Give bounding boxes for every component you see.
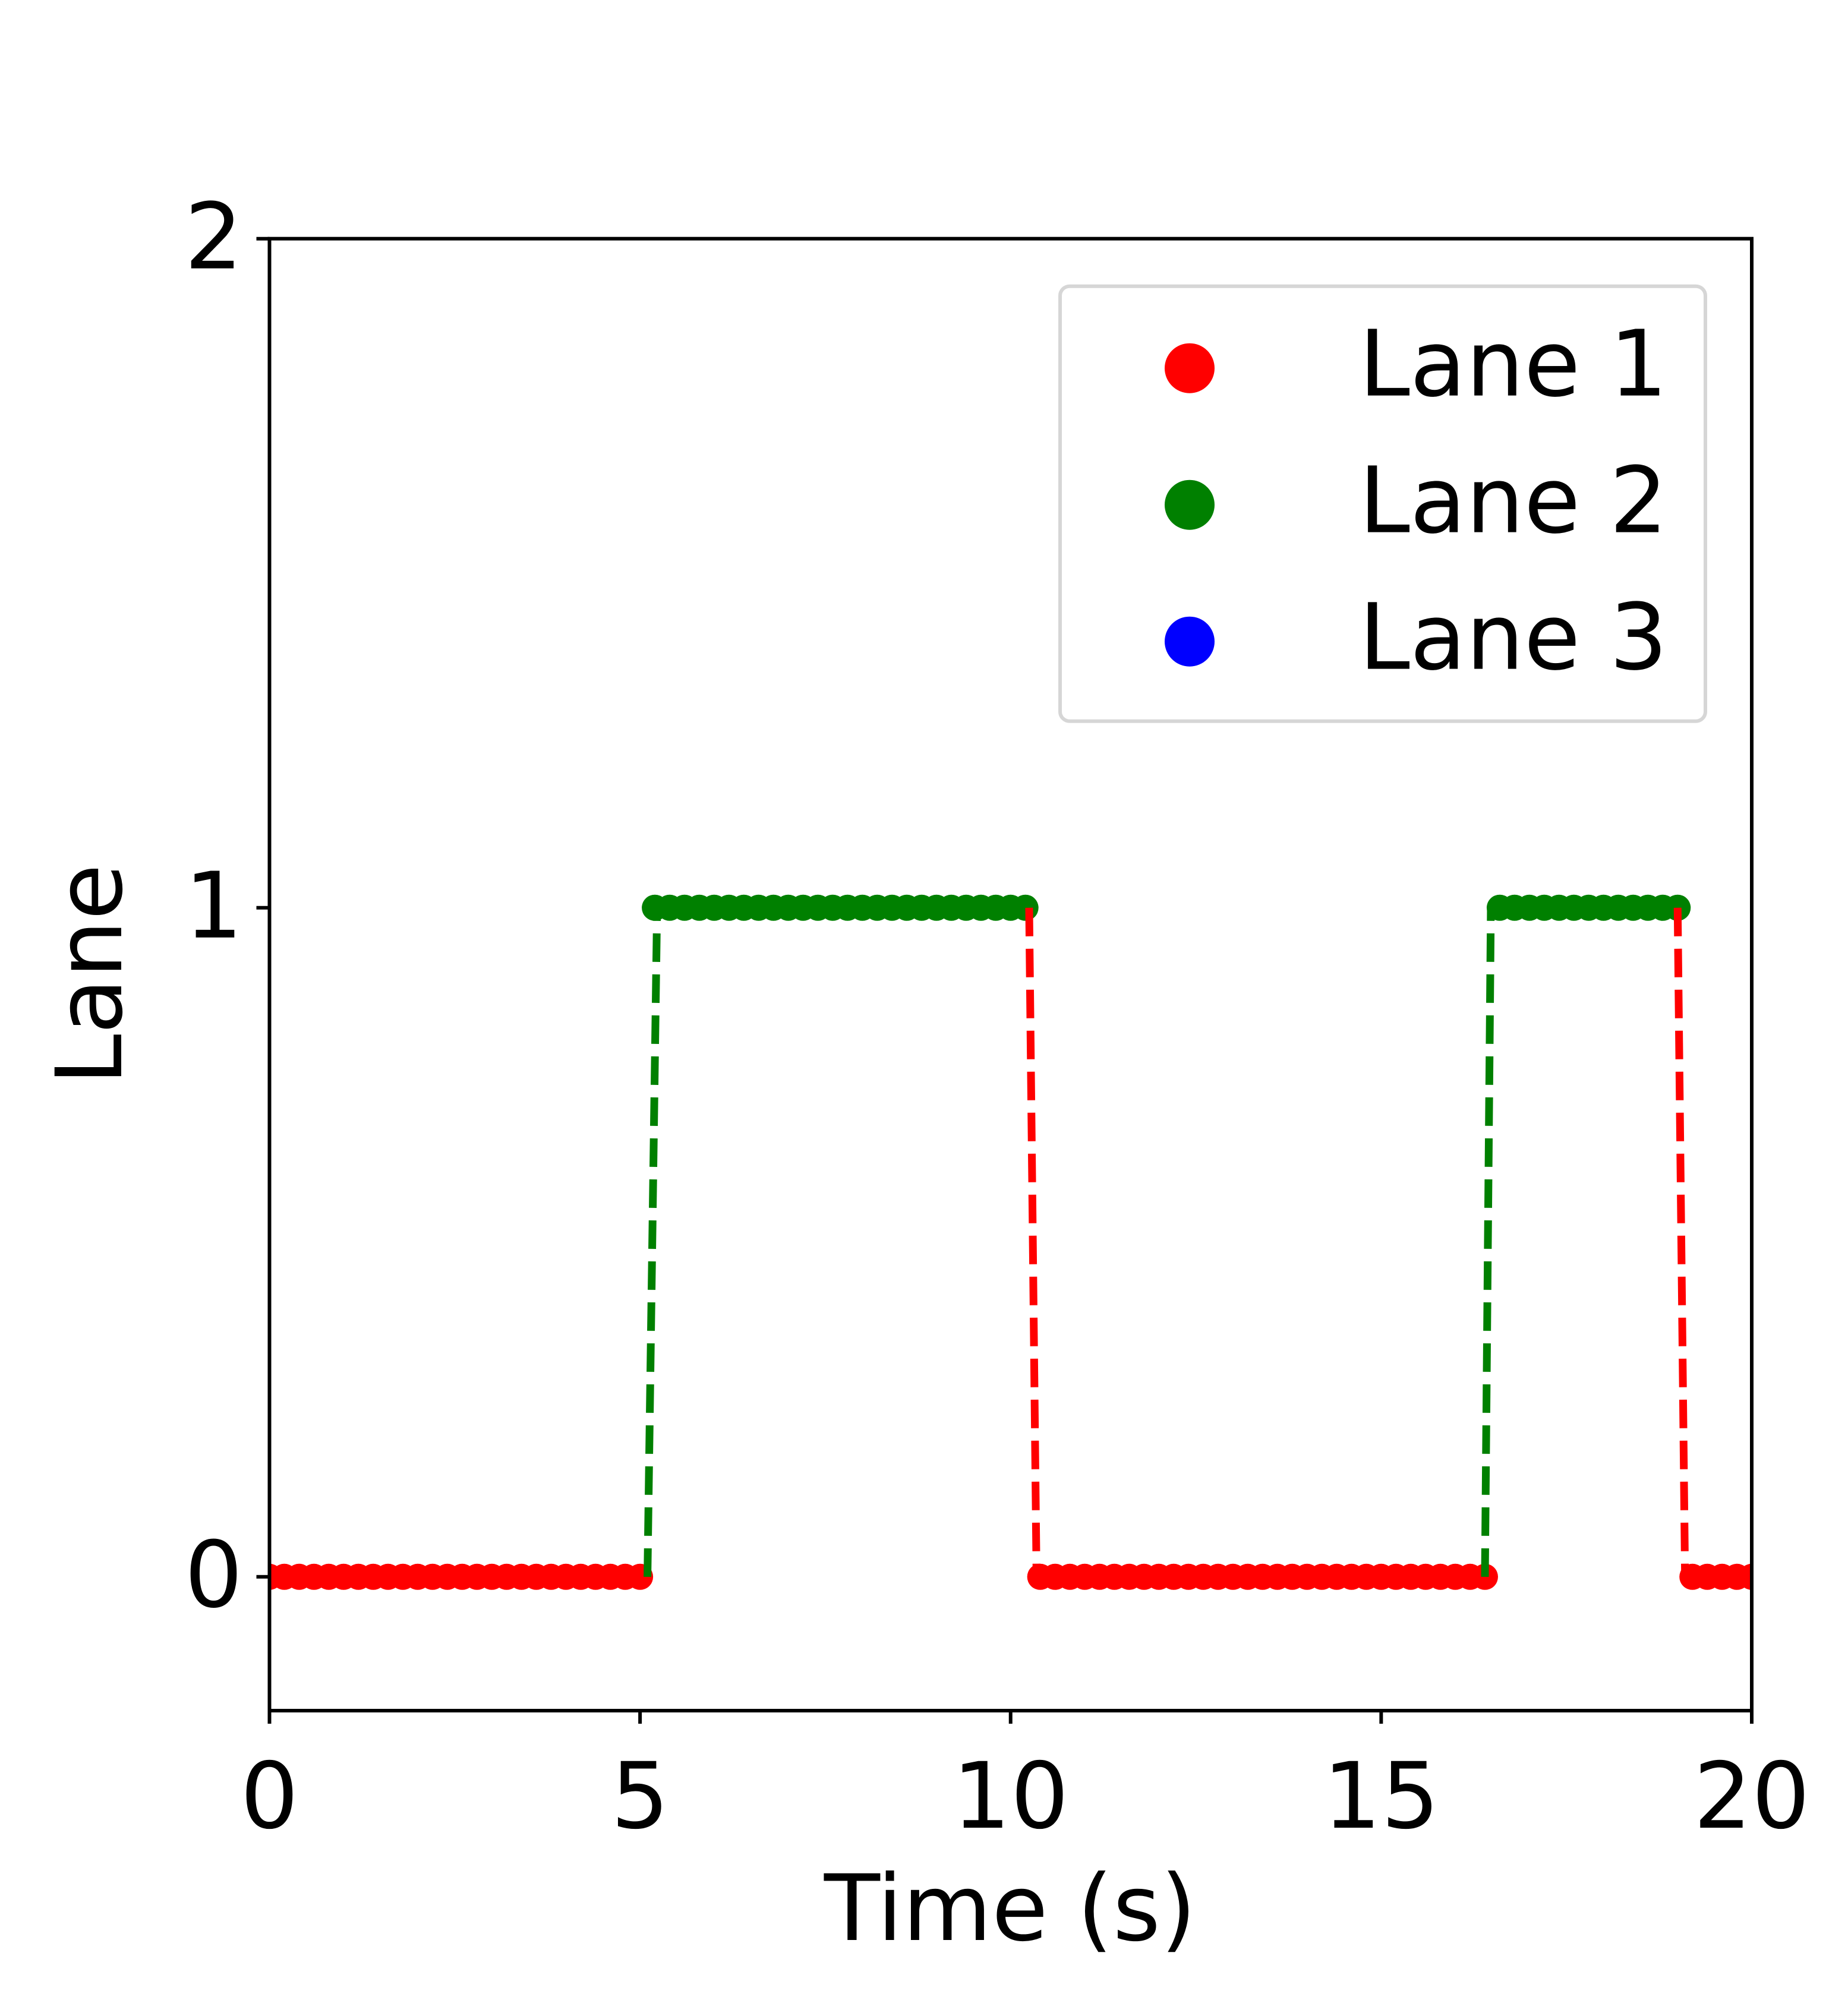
y-axis-label: Lane	[37, 864, 143, 1086]
y-tick-label: 2	[185, 184, 243, 291]
x-tick-label: 5	[611, 1743, 669, 1850]
transition-line	[1025, 907, 1040, 1577]
legend-label: Lane 2	[1359, 448, 1667, 554]
legend-marker	[1165, 480, 1215, 530]
x-tick-label: 20	[1694, 1743, 1810, 1850]
legend-label: Lane 3	[1359, 585, 1667, 691]
transition-line	[644, 907, 661, 1577]
legend-marker	[1165, 616, 1215, 667]
legend-box	[1058, 284, 1707, 723]
x-axis-label: Time (s)	[824, 1856, 1196, 1962]
point	[1739, 1563, 1752, 1590]
plot-area	[269, 894, 1752, 1590]
y-tick-label: 0	[185, 1522, 243, 1629]
legend-marker	[1165, 343, 1215, 393]
x-tick-label: 15	[1323, 1743, 1439, 1850]
x-tick-label: 0	[241, 1743, 299, 1850]
x-tick-label: 10	[953, 1743, 1069, 1850]
y-tick-label: 1	[185, 853, 243, 960]
transition-line	[1673, 907, 1689, 1577]
legend-label: Lane 1	[1359, 311, 1667, 418]
transition-line	[1481, 907, 1495, 1577]
